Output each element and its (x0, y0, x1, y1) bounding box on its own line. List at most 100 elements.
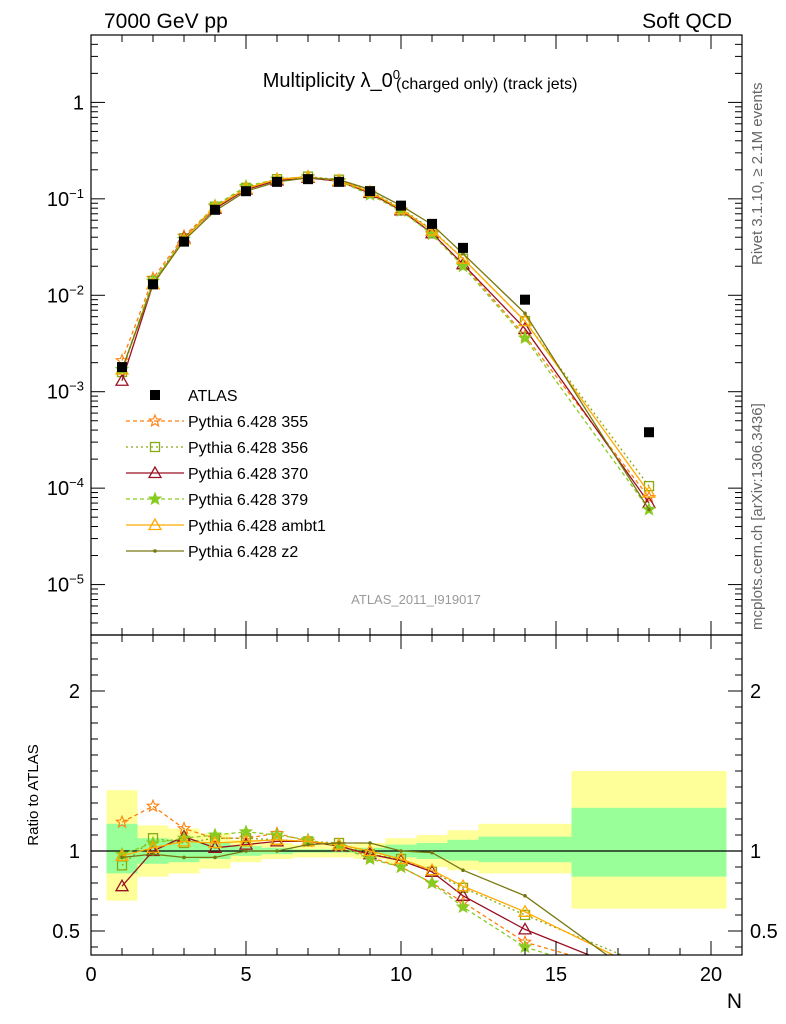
mcplots-label: mcplots.cern.ch [arXiv:1306.3436] (749, 403, 766, 630)
data-point (334, 176, 344, 187)
legend-item: Pythia 6.428 z2 (126, 544, 298, 561)
ratio-point (238, 837, 254, 850)
ratio-point (461, 868, 465, 872)
rivet-label: Rivet 3.1.10, ≥ 2.1M events (749, 83, 766, 266)
watermark: ATLAS_2011_I919017 (351, 592, 481, 607)
green-band (478, 836, 572, 863)
legend-label: Pythia 6.428 370 (188, 466, 308, 483)
y-tick-label-right: 2 (750, 681, 761, 703)
ratio-point (455, 878, 471, 892)
data-point (272, 176, 282, 187)
x-tick-label: 10 (390, 964, 412, 986)
ratio-point (362, 843, 378, 857)
ratio-point (114, 878, 130, 892)
y-tick-label: 10−3 (47, 379, 84, 404)
x-tick-label: 15 (545, 964, 567, 986)
series-point (455, 258, 471, 273)
ratio-frame (90, 634, 743, 956)
legend-label: Pythia 6.428 379 (188, 492, 308, 509)
ratio-point (393, 851, 409, 865)
ratio-point (517, 922, 533, 935)
series-5 (120, 176, 651, 512)
main-title: Multiplicity λ_00 (263, 67, 400, 92)
legend-marker (153, 549, 157, 553)
series-point (424, 223, 440, 236)
data-point (117, 362, 127, 373)
legend-marker (150, 390, 160, 400)
ratio-panel: 0 5 10 15 20 0.5 0.5 1 1 2 2 Ratio to ATLAS N (25, 634, 778, 1013)
data-point (179, 236, 189, 247)
ratio-point (238, 834, 254, 847)
legend-label: Pythia 6.428 355 (188, 414, 308, 431)
ratio-point (399, 849, 403, 853)
data-point (644, 427, 654, 438)
data-point (427, 218, 437, 229)
legend-label: ATLAS (188, 388, 238, 405)
data-point (520, 294, 530, 305)
data-series (117, 174, 654, 438)
ratio-ylabel: Ratio to ATLAS (25, 744, 42, 845)
series-point (114, 373, 130, 386)
ratio-point (145, 798, 161, 813)
series-point (647, 507, 651, 512)
legend-label: Pythia 6.428 ambt1 (188, 518, 326, 535)
ratio-line (121, 805, 573, 955)
ratio-point (269, 834, 285, 847)
data-point (303, 174, 313, 185)
header-left: 7000 GeV pp (104, 10, 228, 33)
ratio-point (244, 849, 248, 853)
header-right: Soft QCD (642, 10, 732, 33)
legend-item-atlas: ATLAS (150, 388, 238, 405)
y-tick-label: 0.5 (52, 921, 80, 943)
ratio-line (121, 839, 615, 955)
main-title-suffix: (charged only) (track jets) (396, 76, 577, 93)
legend-label: Pythia 6.428 356 (188, 440, 308, 457)
series-point (641, 485, 657, 498)
series-point (517, 313, 533, 327)
y-tick-label: 2 (69, 681, 80, 703)
ratio-point (145, 840, 161, 853)
ratio-point (114, 814, 130, 829)
legend-marker (147, 517, 163, 531)
y-tick-label: 10−1 (47, 186, 84, 211)
legend-marker (147, 491, 163, 506)
data-point (148, 279, 158, 290)
ratio-point (362, 851, 378, 866)
y-tick-label: 1 (69, 841, 80, 863)
ratio-line (121, 837, 624, 955)
x-tick-label: 5 (240, 964, 251, 986)
ratio-point (207, 835, 223, 849)
ratio-point (430, 850, 434, 855)
x-tick-label: 20 (700, 964, 722, 986)
ratio-point (424, 862, 440, 876)
series-line (121, 176, 650, 510)
legend-item: Pythia 6.428 379 (126, 491, 308, 509)
series-point (641, 489, 657, 504)
legend: ATLAS Pythia 6.428 355 Pythia 6.428 356 Pyt… (126, 388, 326, 561)
ratio-point (275, 849, 279, 853)
series-line (121, 177, 650, 510)
ratio-point (306, 842, 310, 847)
legend-marker (147, 465, 163, 479)
legend-item: Pythia 6.428 370 (126, 465, 308, 483)
ratio-point (523, 894, 527, 898)
y-tick-label: 10−4 (47, 475, 84, 500)
ratio-point (424, 875, 440, 890)
series-point (517, 330, 533, 345)
ratio-point (114, 848, 130, 861)
y-tick-label: 1 (73, 92, 84, 114)
data-point (396, 200, 406, 211)
legend-item: Pythia 6.428 355 (126, 413, 308, 431)
data-point (458, 242, 468, 253)
legend-label: Pythia 6.428 z2 (188, 544, 298, 561)
legend-marker (147, 413, 163, 428)
ratio-point (176, 834, 192, 847)
green-band (447, 839, 479, 861)
data-point (365, 186, 375, 197)
ratio-series-5 (120, 841, 609, 955)
ratio-point (393, 859, 409, 874)
legend-marker (149, 441, 161, 453)
ratio-point (182, 855, 186, 860)
y-tick-label-right: 0.5 (750, 921, 778, 943)
